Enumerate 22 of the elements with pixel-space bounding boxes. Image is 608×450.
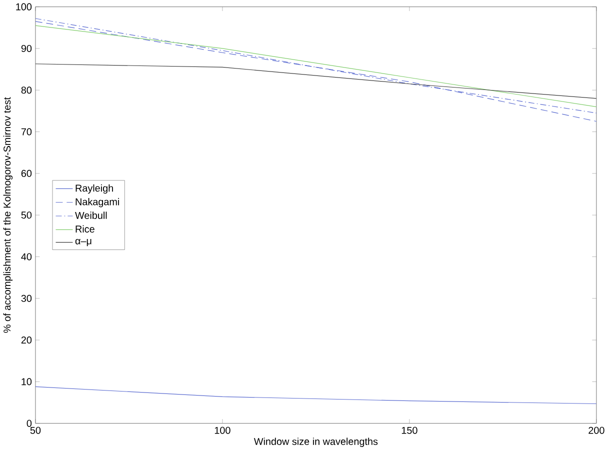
legend-label: Rice	[76, 225, 94, 232]
x-tick-label: 200	[588, 426, 604, 434]
legend-label: Rayleigh	[76, 184, 113, 194]
y-tick-label: 40	[21, 253, 32, 260]
y-axis-title: % of accomplishment of the Kolmogorov-Smirnov test	[3, 97, 13, 333]
legend-label: α–μ	[75, 238, 92, 246]
x-tick-label: 150	[402, 426, 418, 434]
y-tick-label: 100	[16, 3, 32, 10]
legend-label: Weibull	[75, 212, 107, 219]
y-tick-label: 80	[21, 86, 32, 94]
x-axis-title: Window size in wavelengths	[254, 438, 378, 447]
y-tick-label: 70	[21, 128, 32, 136]
y-tick-label: 20	[21, 336, 32, 344]
y-tick-label: 10	[22, 378, 32, 386]
x-tick-label: 50	[30, 426, 41, 434]
y-tick-label: 50	[21, 211, 32, 218]
x-tick-label: 100	[214, 426, 230, 434]
y-tick-label: 90	[21, 44, 32, 52]
y-tick-label: 0	[26, 420, 32, 427]
y-tick-label: 30	[21, 294, 32, 302]
y-tick-label: 60	[21, 170, 32, 177]
legend-label: Nakagami	[76, 198, 119, 208]
